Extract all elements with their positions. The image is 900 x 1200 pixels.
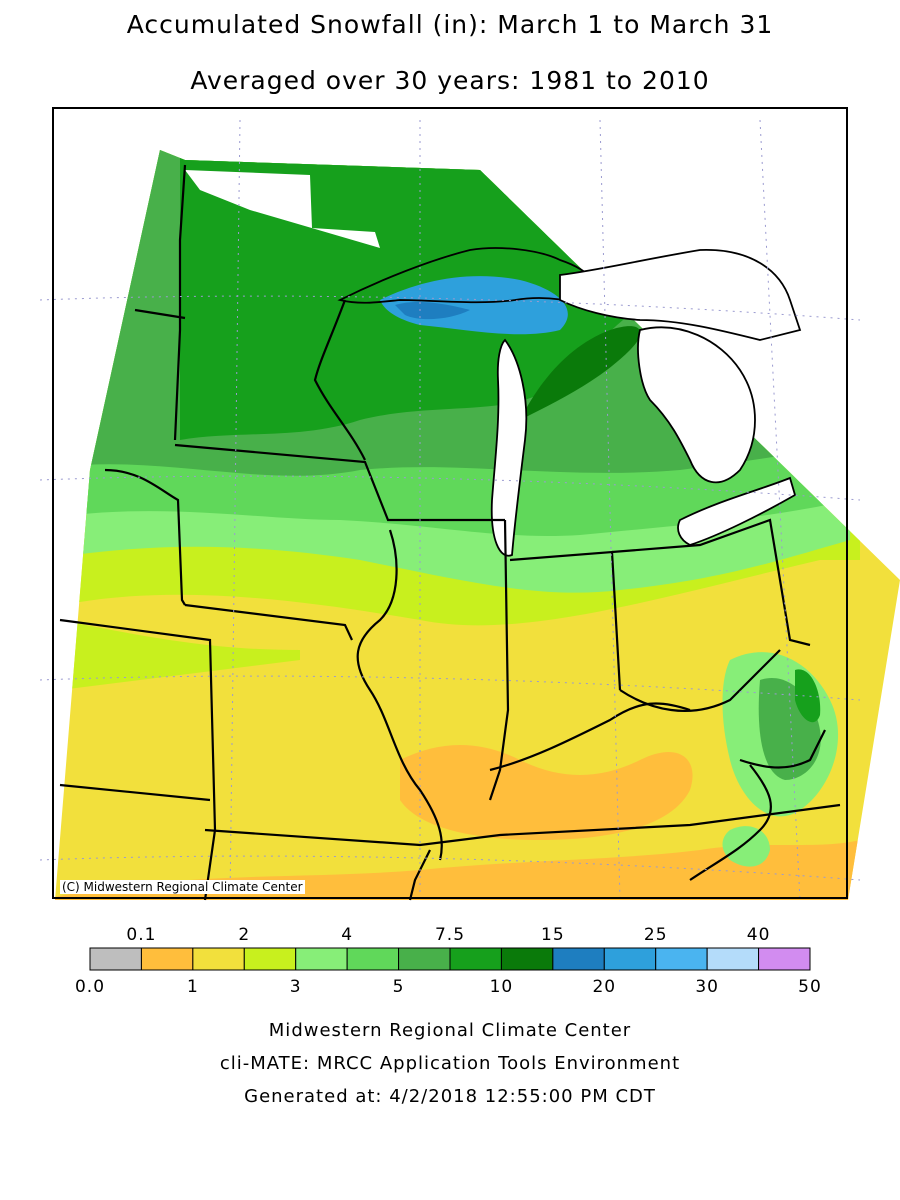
band-7.5-10-appalachia <box>795 669 821 723</box>
legend-swatch <box>398 947 451 971</box>
border-nd-sd <box>134 308 186 320</box>
legend-swatch <box>243 947 297 971</box>
legend-swatch <box>346 947 400 971</box>
legend-upper-label: 25 <box>644 925 668 945</box>
lake-huron <box>637 326 756 484</box>
north-shore-land <box>559 249 802 341</box>
lake-erie <box>677 476 797 546</box>
legend-swatch <box>192 947 245 971</box>
map-subtitle: Averaged over 30 years: 1981 to 2010 <box>190 66 710 95</box>
border-ky-va <box>689 764 772 881</box>
border-mn-nd <box>173 164 187 441</box>
border-mn-wi <box>313 299 366 461</box>
border-oh-pa <box>611 518 811 647</box>
border-wv-va <box>739 729 826 769</box>
band-3-4-kentucky <box>722 826 770 867</box>
border-mn-ia-wi <box>174 443 505 522</box>
border-ks-ne-mo <box>59 618 217 901</box>
border-il-in <box>488 519 510 801</box>
band-0.1-1-ohio-valley <box>400 745 693 840</box>
border-il-mo <box>356 529 443 861</box>
border-in-ky <box>489 702 691 772</box>
copyright-label: (C) Midwestern Regional Climate Center <box>60 880 305 894</box>
border-sd-ne-ia <box>104 468 186 606</box>
legend-lower-label: 50 <box>798 977 822 997</box>
footer-generated: Generated at: 4/2/2018 12:55:00 PM CDT <box>244 1086 656 1107</box>
band-20-25-superior <box>380 276 568 335</box>
footer-org: Midwestern Regional Climate Center <box>268 1020 632 1041</box>
legend-upper-label: 2 <box>238 925 250 945</box>
legend-swatch <box>89 947 142 971</box>
border-mo-ar-tn-ky <box>204 803 841 847</box>
legend-upper-label: 4 <box>341 925 353 945</box>
legend-swatch <box>140 947 194 971</box>
border-mo-ar <box>408 849 431 901</box>
legend-upper-label: 40 <box>747 925 771 945</box>
footer-tool: cli-MATE: MRCC Application Tools Environ… <box>219 1053 681 1074</box>
map-title: Accumulated Snowfall (in): March 1 to Ma… <box>126 10 774 39</box>
lake-michigan <box>490 338 528 557</box>
legend-swatch <box>552 947 605 971</box>
legend-lower-label: 5 <box>393 977 405 997</box>
legend-swatch <box>295 947 348 971</box>
band-15-20-superior <box>395 302 470 320</box>
legend-swatch <box>500 947 554 971</box>
legend-upper-label: 7.5 <box>435 925 465 945</box>
legend-lower-label: 3 <box>290 977 302 997</box>
legend-upper-label: 0.1 <box>126 925 156 945</box>
legend-swatch <box>449 947 502 971</box>
border-ia-mo <box>184 603 353 641</box>
great-lakes <box>337 247 802 557</box>
legend-lower-label: 10 <box>490 977 514 997</box>
map-frame <box>52 107 848 899</box>
band-10-15-michigan <box>520 326 641 420</box>
unshaded-area <box>185 170 380 248</box>
border-ks-ok <box>59 783 211 802</box>
legend-upper-labels: 0.1 2 4 7.5 15 25 40 <box>126 925 771 945</box>
legend-lower-label: 0.0 <box>75 977 105 997</box>
state-borders <box>59 164 841 901</box>
legend-lower-label: 1 <box>187 977 199 997</box>
band-2-3-west <box>60 620 300 690</box>
legend-upper-label: 15 <box>541 925 565 945</box>
legend-swatch <box>655 947 708 971</box>
legend-swatch <box>758 947 811 971</box>
legend-colorbar <box>89 947 811 971</box>
legend-lower-label: 20 <box>592 977 616 997</box>
legend-lower-labels: 0.0 1 3 5 10 20 30 50 <box>75 977 822 997</box>
legend-lower-label: 30 <box>695 977 719 997</box>
legend-swatch <box>706 947 760 971</box>
legend-swatch <box>603 947 657 971</box>
